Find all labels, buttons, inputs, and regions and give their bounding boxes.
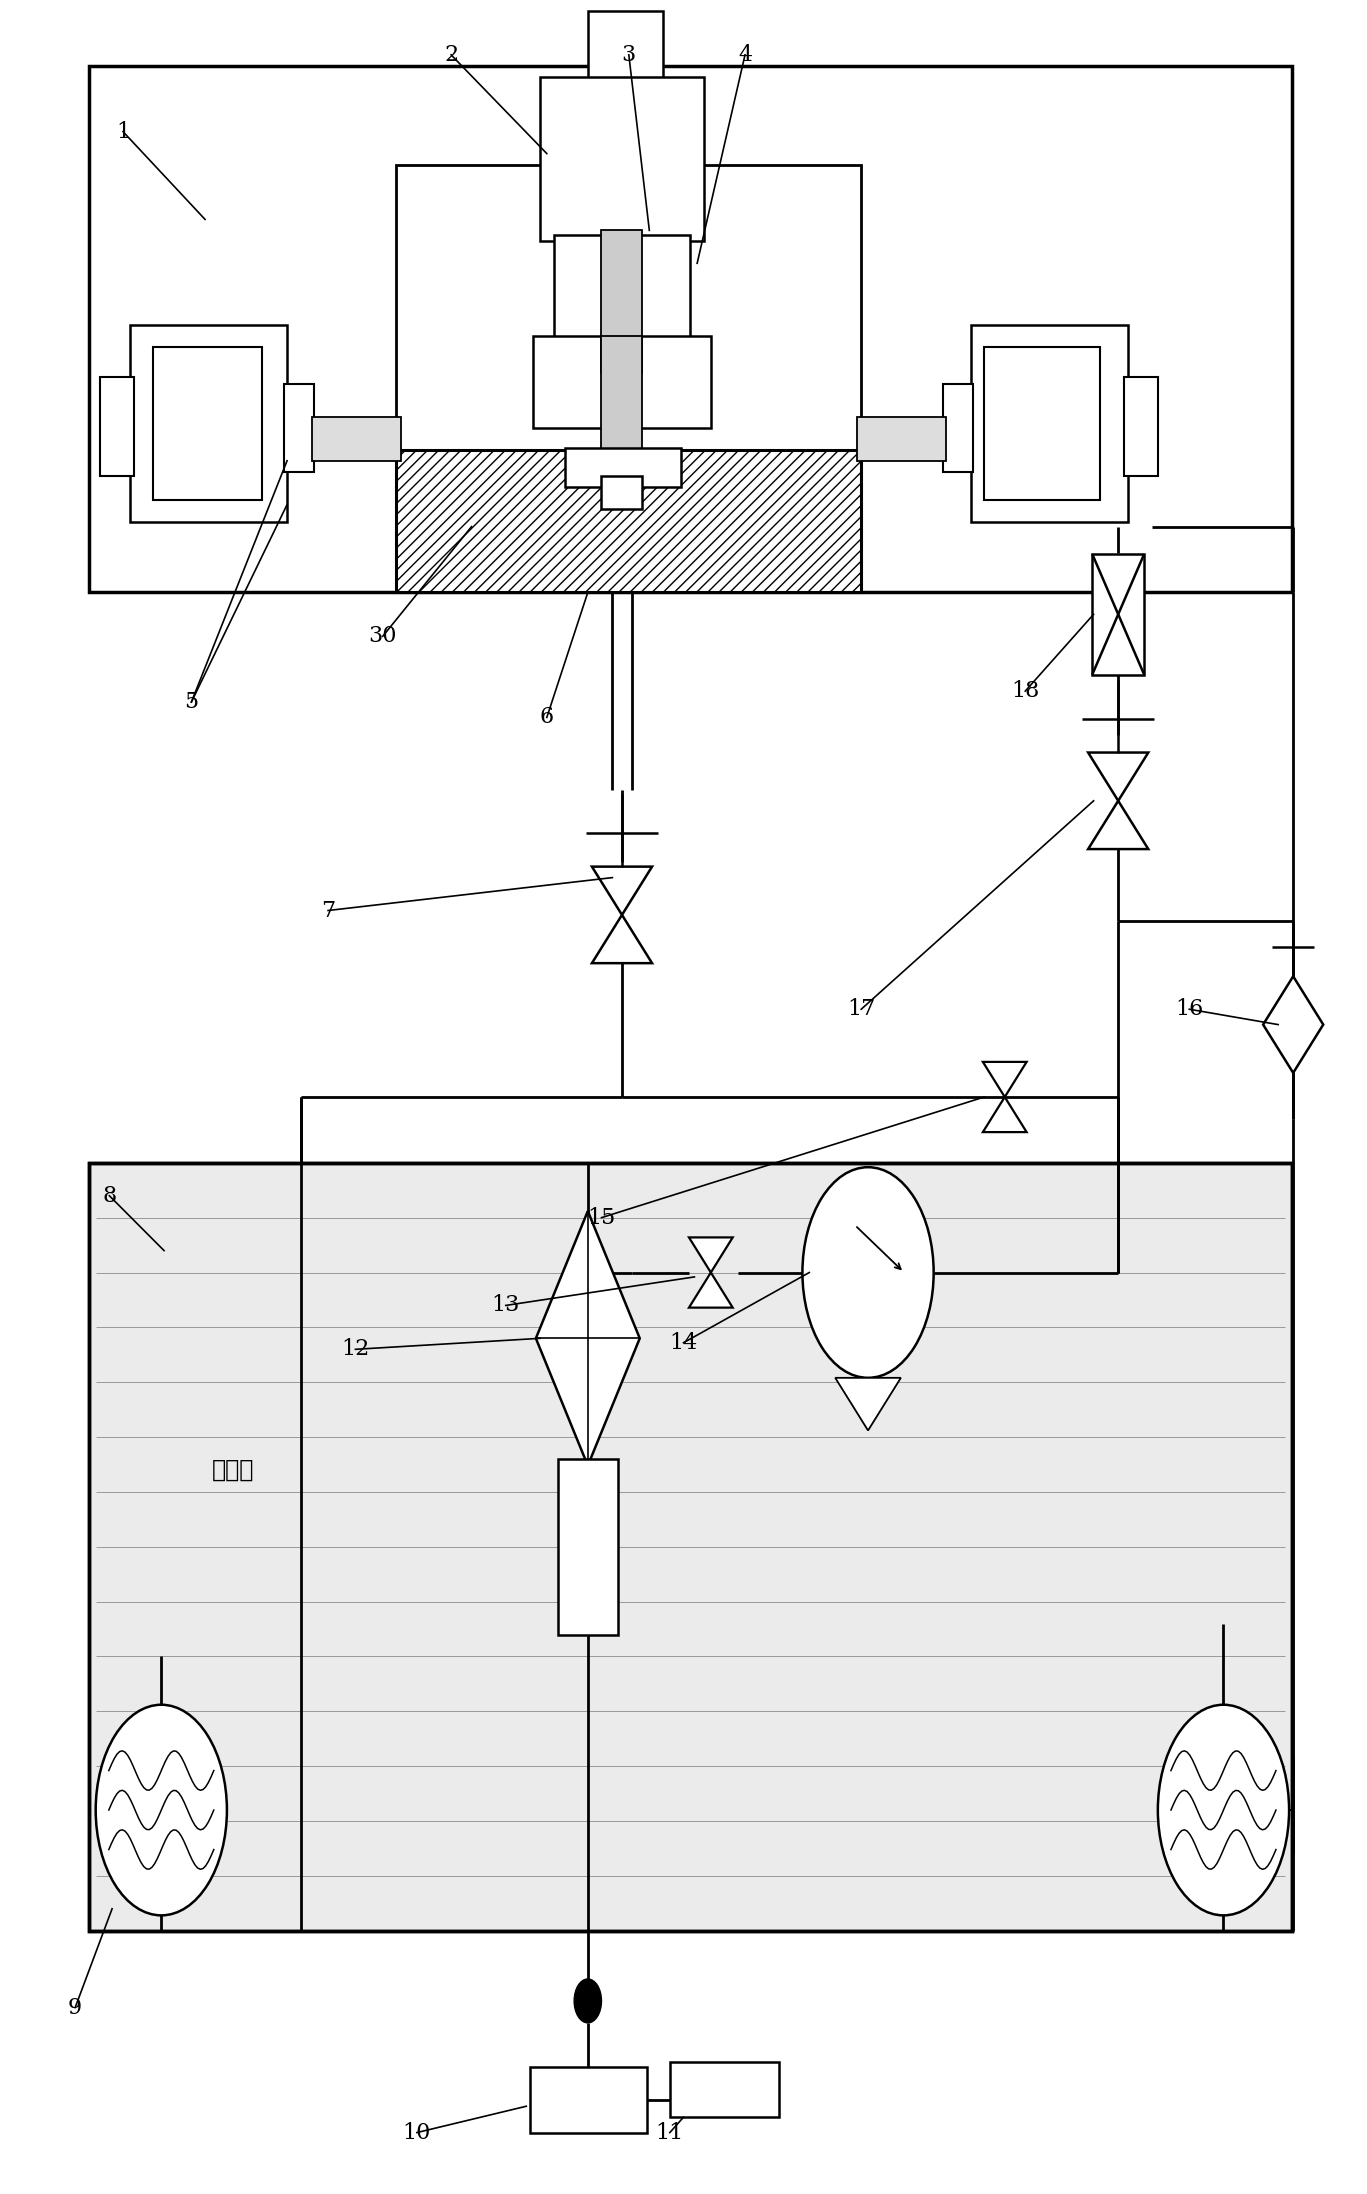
Bar [857, 417, 946, 461]
Polygon shape [592, 867, 652, 915]
Bar [533, 336, 711, 428]
Text: 电解液: 电解液 [212, 1459, 254, 1481]
Bar [89, 1163, 1292, 1931]
Text: 3: 3 [622, 44, 636, 66]
Bar [312, 417, 401, 461]
Bar [540, 77, 704, 241]
Bar [943, 384, 973, 472]
Circle shape [1158, 1705, 1289, 1915]
Text: 18: 18 [1012, 680, 1039, 702]
Bar [558, 1459, 618, 1635]
Bar [153, 347, 262, 500]
Bar [971, 325, 1128, 522]
Bar [1124, 377, 1158, 476]
Text: 12: 12 [342, 1338, 369, 1360]
Text: 13: 13 [492, 1294, 519, 1316]
Text: 1: 1 [116, 121, 130, 143]
Bar [554, 235, 690, 340]
Circle shape [574, 1979, 601, 2023]
Bar [396, 165, 861, 570]
Bar [601, 336, 642, 456]
Polygon shape [983, 1097, 1027, 1132]
Polygon shape [983, 1062, 1027, 1097]
Circle shape [802, 1167, 934, 1378]
Polygon shape [835, 1378, 901, 1430]
Text: 6: 6 [540, 706, 554, 728]
Text: 7: 7 [321, 900, 335, 921]
Bar [670, 2062, 779, 2117]
Bar [601, 230, 642, 373]
Bar [530, 2067, 647, 2133]
Text: 2: 2 [444, 44, 458, 66]
Polygon shape [1088, 801, 1148, 849]
Polygon shape [1263, 976, 1323, 1073]
Text: 11: 11 [656, 2122, 684, 2144]
Text: 4: 4 [738, 44, 752, 66]
Polygon shape [689, 1273, 733, 1308]
Bar [1092, 553, 1144, 676]
Bar [89, 1163, 1292, 1931]
Text: 16: 16 [1176, 998, 1203, 1020]
Bar [565, 448, 681, 487]
Text: 15: 15 [588, 1207, 615, 1229]
Bar [396, 450, 861, 592]
Text: 9: 9 [68, 1997, 82, 2018]
Bar [130, 325, 287, 522]
Bar [601, 476, 642, 509]
Text: 30: 30 [369, 625, 396, 647]
Circle shape [96, 1705, 227, 1915]
Bar [984, 347, 1100, 500]
Bar [100, 377, 134, 476]
Polygon shape [689, 1237, 733, 1273]
Bar [89, 66, 1292, 592]
Bar [588, 11, 663, 88]
Polygon shape [592, 915, 652, 963]
Text: 10: 10 [403, 2122, 431, 2144]
Text: 17: 17 [848, 998, 875, 1020]
Polygon shape [536, 1211, 640, 1466]
Text: 8: 8 [103, 1185, 116, 1207]
Bar [284, 384, 314, 472]
Polygon shape [1088, 753, 1148, 801]
Text: 5: 5 [185, 691, 198, 713]
Text: 14: 14 [670, 1332, 697, 1354]
